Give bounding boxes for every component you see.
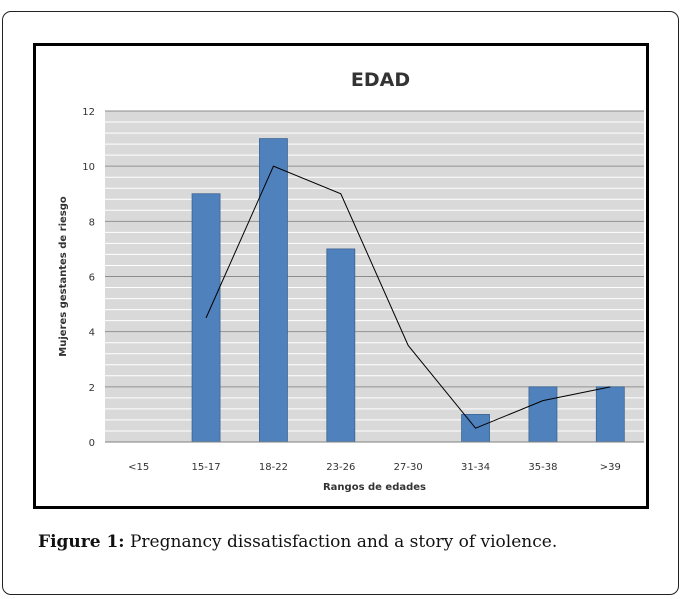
- figure-caption: Figure 1: Pregnancy dissatisfaction and …: [38, 532, 658, 552]
- y-tick-label: 8: [89, 217, 95, 228]
- bar: [595, 386, 625, 443]
- y-tick-label: 10: [82, 162, 95, 173]
- x-tick-label: 18-22: [259, 462, 288, 473]
- bar: [326, 248, 356, 443]
- bar: [528, 386, 558, 443]
- chart-container: EDAD 0 2 4 6 8 10 12 Mujeres gestantes de riesgo…: [33, 43, 649, 509]
- x-tick-label: >39: [600, 462, 621, 473]
- x-tick-label: 23-26: [326, 462, 355, 473]
- y-axis-label: Mujeres gestantes de riesgo: [58, 196, 69, 357]
- chart-title: EDAD: [351, 69, 410, 91]
- x-axis-label: Rangos de edades: [323, 482, 426, 493]
- bar: [259, 138, 288, 443]
- x-tick-label: 15-17: [192, 462, 221, 473]
- x-tick-label: <15: [128, 462, 149, 473]
- series-line: [205, 165, 611, 429]
- y-tick-label: 4: [89, 328, 95, 339]
- chart-svg: EDAD 0 2 4 6 8 10 12 Mujeres gestantes de riesgo…: [58, 69, 644, 493]
- y-tick-label: 0: [89, 438, 95, 449]
- y-tick-label: 12: [82, 107, 95, 118]
- caption-text: Pregnancy dissatisfaction and a story of…: [124, 532, 558, 552]
- x-tick-label: 31-34: [461, 462, 490, 473]
- x-tick-label: 27-30: [394, 462, 423, 473]
- caption-label: Figure 1:: [38, 532, 125, 552]
- y-tick-label: 6: [89, 273, 95, 284]
- x-tick-label: 35-38: [528, 462, 557, 473]
- y-tick-label: 2: [89, 383, 95, 394]
